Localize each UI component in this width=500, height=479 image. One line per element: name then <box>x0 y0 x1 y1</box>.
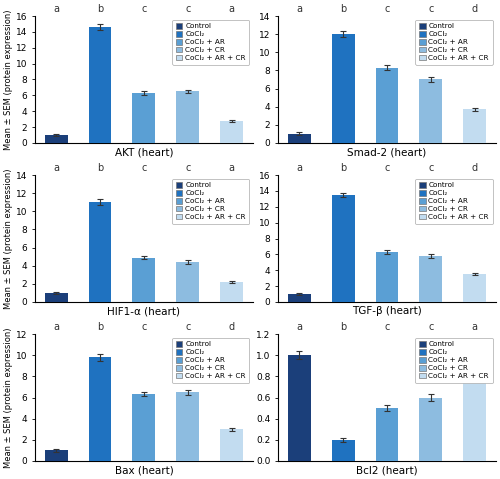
Text: a: a <box>53 3 59 13</box>
Bar <box>132 394 156 461</box>
Text: a: a <box>53 162 59 172</box>
Text: b: b <box>97 162 103 172</box>
Bar <box>132 258 156 302</box>
Y-axis label: Mean ± SEM (protein expression): Mean ± SEM (protein expression) <box>4 9 13 150</box>
Bar <box>220 429 243 461</box>
Text: a: a <box>296 3 302 13</box>
Bar <box>376 408 398 461</box>
Text: c: c <box>428 162 434 172</box>
Bar <box>288 355 310 461</box>
Text: c: c <box>428 321 434 331</box>
Legend: Control, CoCl₂, CoCl₂ + AR, CoCl₂ + CR, CoCl₂ + AR + CR: Control, CoCl₂, CoCl₂ + AR, CoCl₂ + CR, … <box>416 338 492 383</box>
Bar <box>88 27 112 143</box>
Bar <box>376 252 398 302</box>
Text: d: d <box>472 162 478 172</box>
Text: c: c <box>185 162 190 172</box>
Text: d: d <box>228 321 234 331</box>
X-axis label: AKT (heart): AKT (heart) <box>114 147 173 157</box>
Bar <box>44 135 68 143</box>
Text: c: c <box>141 321 146 331</box>
Legend: Control, CoCl₂, CoCl₂ + AR, CoCl₂ + CR, CoCl₂ + AR + CR: Control, CoCl₂, CoCl₂ + AR, CoCl₂ + CR, … <box>416 179 492 224</box>
Y-axis label: Mean ± SEM (protein expression): Mean ± SEM (protein expression) <box>4 327 13 468</box>
Bar <box>176 91 199 143</box>
Text: a: a <box>228 3 234 13</box>
Bar <box>88 357 112 461</box>
Text: c: c <box>384 321 390 331</box>
Bar <box>132 93 156 143</box>
Text: a: a <box>296 321 302 331</box>
Text: b: b <box>97 321 103 331</box>
Bar <box>376 68 398 143</box>
Bar <box>420 256 442 302</box>
X-axis label: Bcl2 (heart): Bcl2 (heart) <box>356 465 418 475</box>
Bar <box>332 34 354 143</box>
Text: c: c <box>384 162 390 172</box>
Bar <box>288 134 310 143</box>
Text: b: b <box>97 3 103 13</box>
X-axis label: HIF1-α (heart): HIF1-α (heart) <box>108 306 180 316</box>
X-axis label: Smad-2 (heart): Smad-2 (heart) <box>348 147 426 157</box>
Bar <box>464 274 486 302</box>
Bar <box>176 392 199 461</box>
Bar <box>176 262 199 302</box>
Legend: Control, CoCl₂, CoCl₂ + AR, CoCl₂ + CR, CoCl₂ + AR + CR: Control, CoCl₂, CoCl₂ + AR, CoCl₂ + CR, … <box>172 20 250 65</box>
Legend: Control, CoCl₂, CoCl₂ + AR, CoCl₂ + CR, CoCl₂ + AR + CR: Control, CoCl₂, CoCl₂ + AR, CoCl₂ + CR, … <box>172 338 250 383</box>
X-axis label: Bax (heart): Bax (heart) <box>114 465 174 475</box>
X-axis label: TGF-β (heart): TGF-β (heart) <box>352 306 422 316</box>
Bar <box>288 294 310 302</box>
Legend: Control, CoCl₂, CoCl₂ + AR, CoCl₂ + CR, CoCl₂ + AR + CR: Control, CoCl₂, CoCl₂ + AR, CoCl₂ + CR, … <box>172 179 250 224</box>
Text: c: c <box>141 3 146 13</box>
Legend: Control, CoCl₂, CoCl₂ + AR, CoCl₂ + CR, CoCl₂ + AR + CR: Control, CoCl₂, CoCl₂ + AR, CoCl₂ + CR, … <box>416 20 492 65</box>
Bar <box>44 450 68 461</box>
Bar <box>332 195 354 302</box>
Bar <box>420 398 442 461</box>
Text: c: c <box>428 3 434 13</box>
Bar <box>420 80 442 143</box>
Text: a: a <box>472 321 478 331</box>
Text: c: c <box>185 3 190 13</box>
Text: a: a <box>296 162 302 172</box>
Text: d: d <box>472 3 478 13</box>
Text: b: b <box>340 3 346 13</box>
Text: c: c <box>141 162 146 172</box>
Bar <box>464 109 486 143</box>
Bar <box>220 282 243 302</box>
Text: c: c <box>384 3 390 13</box>
Bar <box>220 121 243 143</box>
Text: b: b <box>340 162 346 172</box>
Bar <box>44 293 68 302</box>
Text: a: a <box>53 321 59 331</box>
Bar <box>332 440 354 461</box>
Y-axis label: Mean ± SEM (protein expression): Mean ± SEM (protein expression) <box>4 168 13 309</box>
Text: a: a <box>228 162 234 172</box>
Text: b: b <box>340 321 346 331</box>
Bar <box>464 364 486 461</box>
Text: c: c <box>185 321 190 331</box>
Bar <box>88 202 112 302</box>
